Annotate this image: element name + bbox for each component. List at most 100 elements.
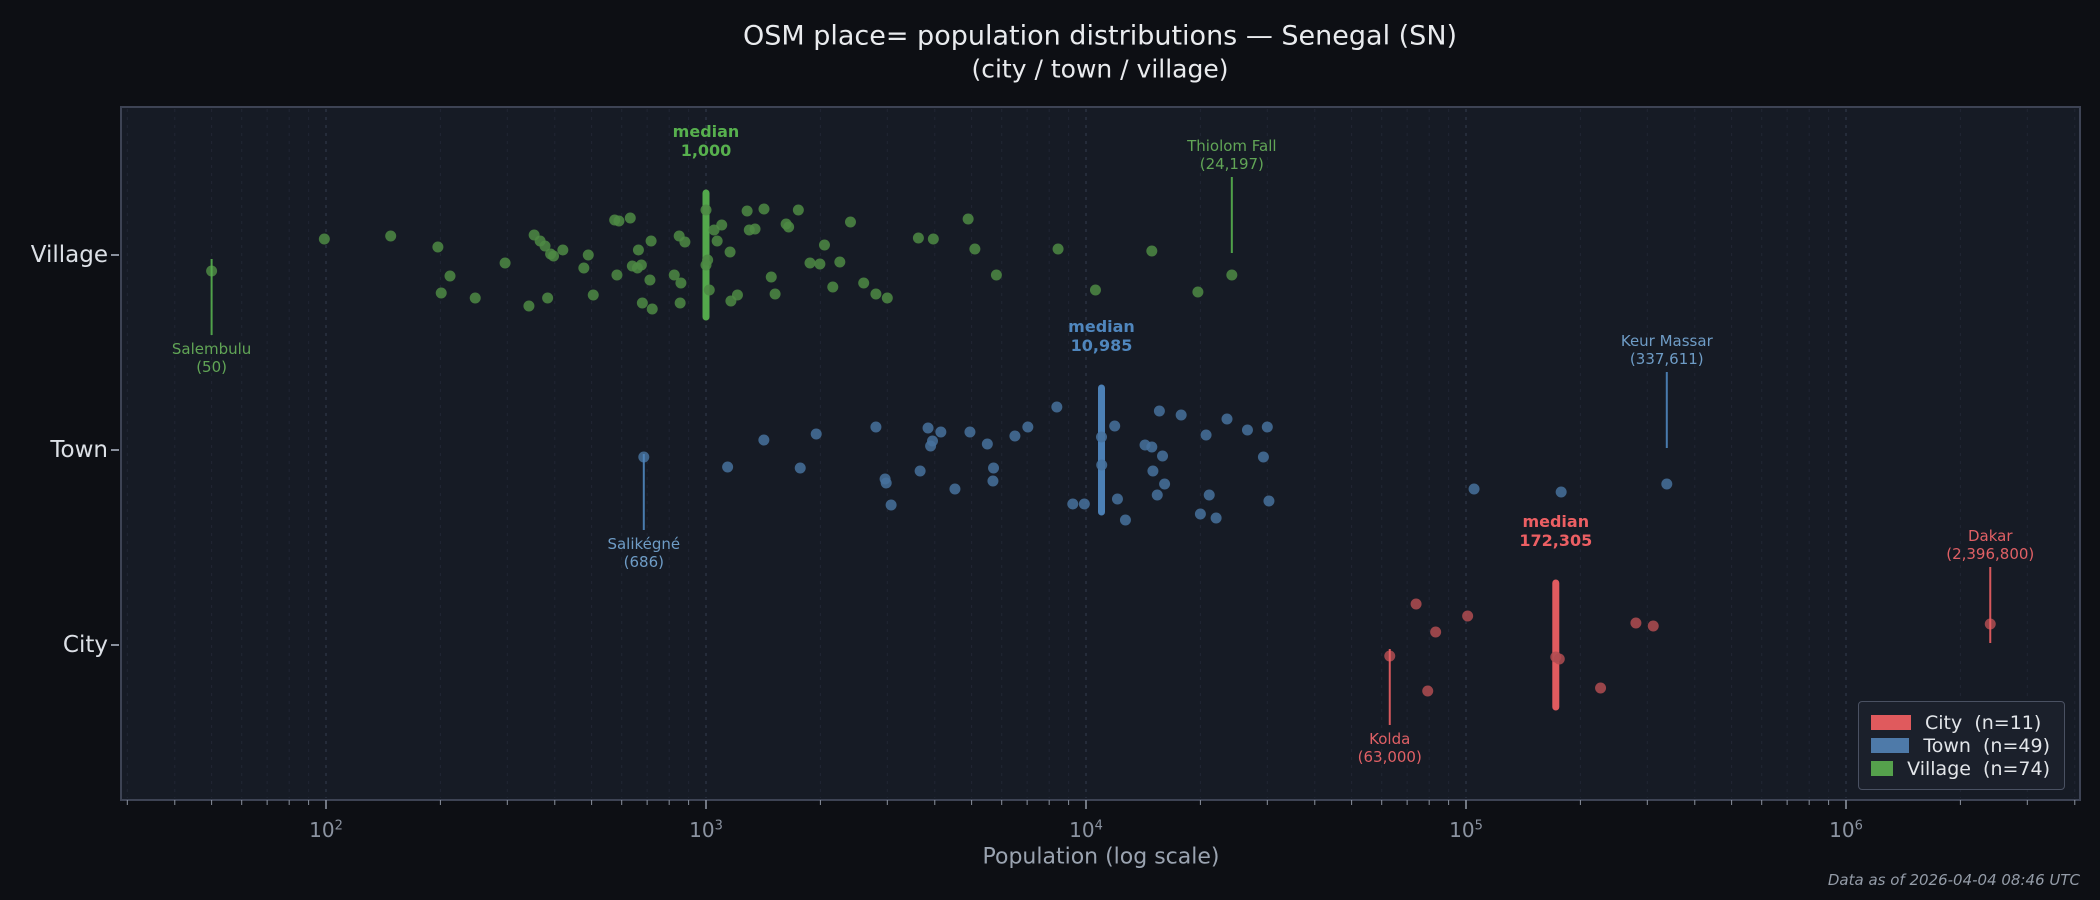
data-point-town	[810, 428, 822, 440]
y-axis-label-town: Town	[50, 437, 108, 463]
data-point-town	[1009, 430, 1021, 442]
data-point-town	[914, 465, 926, 477]
data-point-village	[703, 284, 715, 296]
data-point-village	[1146, 245, 1158, 257]
data-point-village	[814, 258, 826, 270]
annotation-place-value: (50)	[196, 358, 227, 376]
data-point-village	[881, 292, 893, 304]
median-word: median	[672, 122, 740, 141]
data-point-village	[765, 271, 777, 283]
data-point-village	[675, 277, 687, 289]
data-point-town	[1159, 478, 1171, 490]
data-point-town	[1241, 424, 1253, 436]
data-point-town	[1661, 478, 1673, 490]
legend-swatch	[1871, 738, 1910, 753]
legend-item: Town (n=49)	[1871, 734, 2050, 757]
data-point-village	[578, 262, 590, 274]
data-point-town	[885, 499, 897, 511]
data-point-village	[674, 297, 686, 309]
data-point-village	[613, 215, 625, 227]
data-point-town	[926, 435, 938, 447]
data-point-village	[1052, 243, 1064, 255]
x-tick-exponent: 3	[714, 818, 723, 834]
data-point-town	[1221, 413, 1233, 425]
chart-title: OSM place= population distributions — Se…	[742, 20, 1458, 52]
median-word: median	[1068, 317, 1135, 336]
median-label-village: median 1,000	[673, 122, 740, 160]
data-point-town	[1146, 441, 1158, 453]
data-point-village	[702, 254, 714, 266]
annotation-place-value: (686)	[623, 553, 664, 571]
data-point-village	[624, 212, 636, 224]
data-point-village	[769, 288, 781, 300]
annotation-place-name: Thiolom Fall	[1187, 137, 1277, 155]
data-point-village	[548, 250, 560, 262]
data-asof-footnote: Data as of 2026-04-04 08:46 UTC	[1827, 871, 2080, 889]
data-point-village	[636, 297, 648, 309]
median-value: 172,305	[1519, 531, 1593, 550]
data-point-city	[1410, 598, 1422, 610]
data-point-village	[679, 236, 691, 248]
annotation-place-value: (24,197)	[1199, 155, 1264, 173]
data-point-town	[1153, 405, 1165, 417]
data-point-village	[711, 235, 723, 247]
data-point-village	[990, 269, 1002, 281]
annotation-place-name: Dakar	[1967, 527, 2013, 545]
annotation-place-name: Keur Massar	[1620, 332, 1713, 350]
data-point-town	[1261, 421, 1273, 433]
data-point-city	[1630, 617, 1642, 629]
data-point-village	[523, 300, 535, 312]
data-point-village	[827, 281, 839, 293]
annotation-label-dakar: Dakar (2,396,800)	[1946, 527, 2034, 563]
data-point-town	[1051, 401, 1063, 413]
data-point-town	[1203, 489, 1215, 501]
median-value: 1,000	[680, 141, 732, 160]
data-point-town	[1078, 498, 1090, 510]
data-point-village	[858, 277, 870, 289]
x-tick-exponent: 4	[1094, 818, 1103, 834]
annotation-place-name: Kolda	[1369, 730, 1411, 748]
data-point-village	[724, 246, 736, 258]
data-point-town	[1210, 512, 1222, 524]
data-point-village	[611, 269, 623, 281]
legend-label: City (n=11)	[1925, 711, 2042, 734]
data-point-village	[749, 223, 761, 235]
median-value: 10,985	[1070, 336, 1133, 355]
legend: City (n=11) Town (n=49) Village (n=74)	[1858, 701, 2065, 790]
x-tick-label-10e2: 102	[309, 818, 343, 842]
annotation-label-salembulu: Salembulu (50)	[172, 340, 251, 376]
data-point-town	[981, 438, 993, 450]
data-point-city	[1647, 620, 1659, 632]
legend-label: Town (n=49)	[1923, 734, 2050, 757]
legend-swatch	[1871, 715, 1911, 730]
data-point-village	[632, 244, 644, 256]
y-axis-label-city: City	[62, 632, 108, 658]
data-point-town	[1468, 483, 1480, 495]
x-tick-label-10e3: 103	[689, 818, 723, 842]
x-tick-exponent: 2	[334, 818, 343, 834]
data-point-village	[499, 257, 511, 269]
data-point-town	[1109, 420, 1121, 432]
data-point-town	[1096, 431, 1108, 443]
x-tick-label-10e5: 105	[1449, 818, 1483, 842]
data-point-village	[557, 244, 569, 256]
annotation-label-salik-gn: Salikégné (686)	[607, 535, 680, 571]
data-point-town	[922, 422, 934, 434]
data-point-village	[644, 274, 656, 286]
data-point-village	[700, 204, 712, 216]
data-point-town	[1200, 429, 1212, 441]
annotation-place-value: (337,611)	[1629, 350, 1704, 368]
data-point-village	[962, 213, 974, 225]
annotation-label-kolda: Kolda (63,000)	[1358, 730, 1422, 766]
data-point-town	[935, 426, 947, 438]
data-point-town	[1111, 493, 1123, 505]
data-point-village	[635, 259, 647, 271]
x-tick-label-10e4: 104	[1069, 818, 1103, 842]
data-point-town	[1157, 450, 1169, 462]
data-point-town	[1263, 495, 1275, 507]
data-point-town	[1151, 489, 1163, 501]
data-point-village	[844, 216, 856, 228]
data-point-town	[1096, 459, 1108, 471]
